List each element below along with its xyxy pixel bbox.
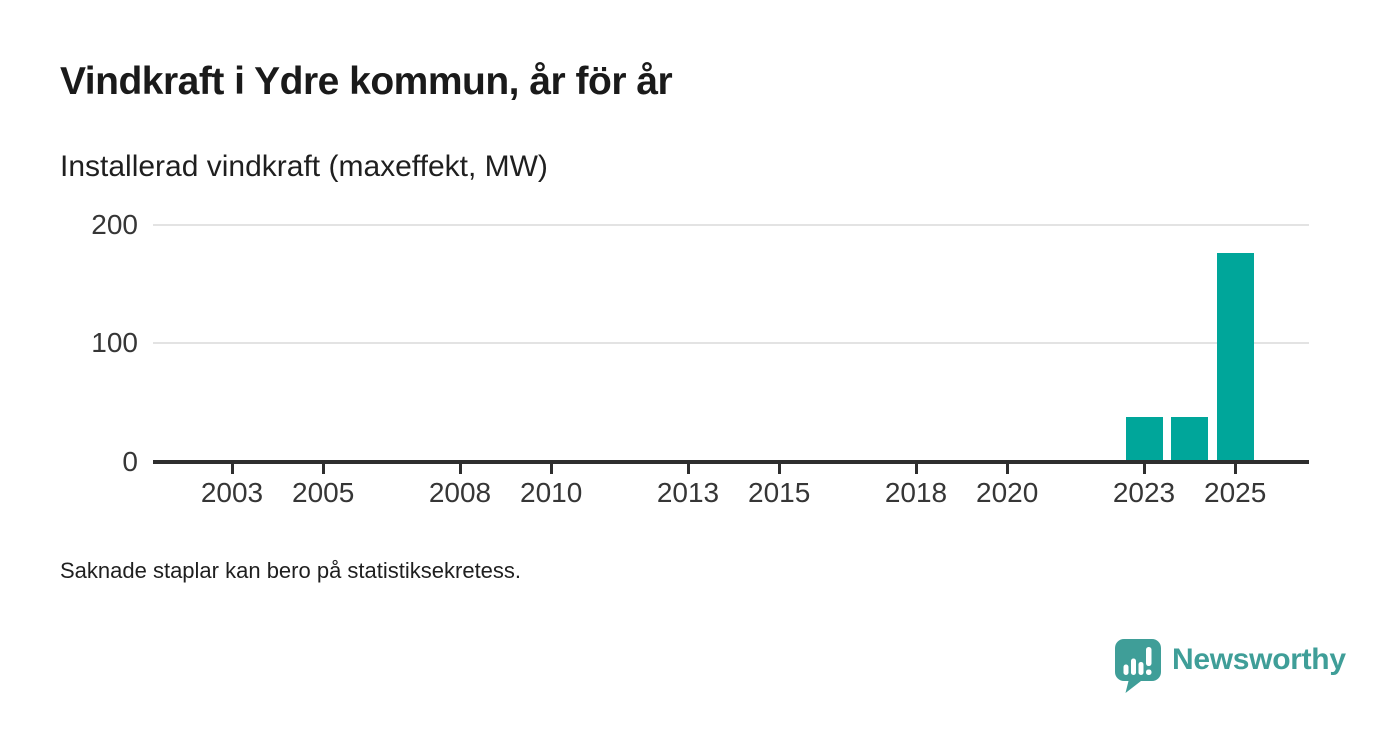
- logo-exclamation-dot: [1146, 669, 1152, 675]
- brand-lockup: Newsworthy: [1114, 638, 1346, 694]
- logo-bar-1: [1123, 664, 1129, 675]
- newsworthy-logo-icon: [1115, 639, 1161, 693]
- y-tick-label-0: 0: [122, 445, 138, 477]
- chart-title: Vindkraft i Ydre kommun, år för år: [60, 60, 673, 103]
- x-tick-label-2020: 2020: [976, 476, 1039, 508]
- logo-exclamation-bar: [1146, 647, 1152, 666]
- logo-bar-3: [1138, 662, 1144, 675]
- x-tick-2008: [458, 463, 462, 474]
- x-tick-2015: [777, 463, 781, 474]
- x-tick-2020: [1005, 463, 1009, 474]
- y-tick-label-200: 200: [91, 208, 138, 240]
- bar-2024: [1171, 417, 1209, 460]
- x-tick-label-2010: 2010: [520, 476, 583, 508]
- brand-name: Newsworthy: [1172, 643, 1346, 676]
- x-tick-2025: [1233, 463, 1237, 474]
- x-tick-label-2015: 2015: [748, 476, 811, 508]
- x-tick-label-2013: 2013: [656, 476, 720, 508]
- x-axis-line: [153, 459, 1309, 464]
- x-tick-2003: [230, 463, 234, 474]
- y-tick-label-100: 100: [91, 327, 138, 358]
- logo-bar-2: [1131, 658, 1136, 675]
- chart-subtitle: Installerad vindkraft (maxeffekt, MW): [60, 150, 548, 183]
- bar-2025: [1216, 252, 1254, 460]
- x-tick-2023: [1142, 463, 1146, 474]
- x-tick-label-2003: 2003: [200, 476, 264, 508]
- x-tick-label-2023: 2023: [1112, 476, 1176, 508]
- speech-bubble-shape: [1115, 639, 1161, 693]
- x-tick-label-2008: 2008: [428, 476, 492, 508]
- x-tick-2005: [321, 463, 325, 474]
- x-tick-2018: [914, 463, 918, 474]
- x-tick-2010: [549, 463, 553, 474]
- x-tick-label-2018: 2018: [884, 476, 948, 508]
- x-tick-2013: [686, 463, 690, 474]
- bar-2023: [1125, 417, 1163, 460]
- chart-note: Saknade staplar kan bero på statistiksek…: [60, 558, 522, 583]
- gridline-y-200: [153, 223, 1309, 226]
- x-tick-label-2005: 2005: [292, 476, 355, 508]
- gridline-y-100: [153, 342, 1309, 344]
- x-tick-label-2025: 2025: [1204, 476, 1267, 508]
